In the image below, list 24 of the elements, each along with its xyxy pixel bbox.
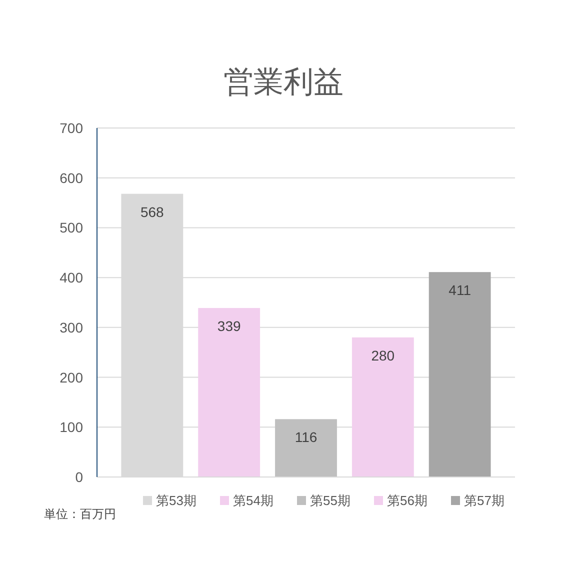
text: 単位：百万円	[44, 507, 116, 521]
data-label: 568	[140, 204, 164, 220]
legend-label: 第56期	[387, 493, 428, 508]
legend-label: 第57期	[464, 493, 504, 508]
y-tick-label: 600	[60, 170, 84, 186]
legend-label: 第54期	[233, 493, 274, 508]
legend-label: 第53期	[156, 493, 196, 508]
data-label: 339	[217, 318, 241, 334]
y-tick-label: 700	[60, 120, 84, 136]
bar	[352, 337, 414, 477]
chart-title: 営業利益	[224, 66, 344, 99]
y-tick-label: 500	[60, 220, 84, 236]
bar	[198, 308, 260, 477]
legend-label: 第55期	[310, 493, 350, 508]
y-tick-label: 400	[60, 270, 84, 286]
data-label: 116	[294, 429, 318, 446]
y-tick-label: 0	[75, 469, 84, 485]
data-label: 411	[448, 282, 472, 298]
y-tick-label: 300	[60, 319, 84, 336]
bar	[275, 419, 337, 477]
bar	[428, 272, 491, 477]
y-tick-label: 100	[60, 419, 84, 436]
y-tick-label: 200	[60, 369, 84, 386]
data-label: 280	[371, 347, 395, 364]
